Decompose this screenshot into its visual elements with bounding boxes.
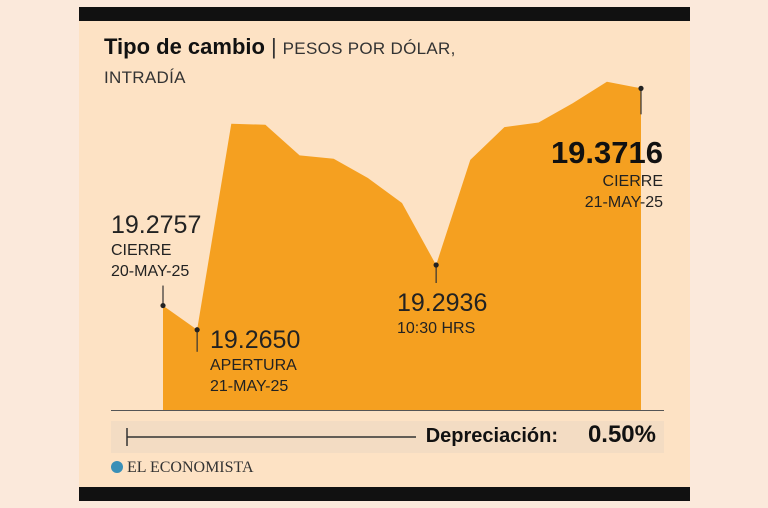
brand-logo: EL ECONOMISTA [111,459,254,477]
title-separator: | [270,34,277,59]
depreciation-value: 0.50% [587,421,656,448]
series-area [163,81,641,411]
marker-low [433,262,439,284]
annotation-prev-close-line2: 20-MAY-25 [111,263,190,280]
top-frame-bar [79,7,690,21]
chart-title-line: Tipo de cambio | PESOS POR DÓLAR, [104,34,456,60]
annotation-open-line1: APERTURA [210,357,297,374]
depreciation-label: Depreciación: [425,425,558,447]
chart-title: Tipo de cambio [104,34,265,59]
annotation-open-value: 19.2650 [210,326,301,354]
marker-close [638,85,644,115]
brand-mark-icon [111,461,123,473]
annotation-close-value: 19.3716 [550,135,663,170]
marker-open [194,327,200,352]
annotation-prev-close-value: 19.2757 [111,211,202,239]
annotation-prev-close: 19.2757 CIERRE 20-MAY-25 [111,211,201,282]
bottom-frame-bar [79,487,690,501]
annotation-close-line1: CIERRE [602,173,663,190]
chart-subtitle-part2: INTRADÍA [104,68,186,87]
annotation-low-value: 19.2936 [397,289,488,317]
annotation-open: 19.2650 APERTURA 21-MAY-25 [210,326,300,397]
annotation-prev-close-line1: CIERRE [111,242,172,259]
annotation-open-line2: 21-MAY-25 [210,378,289,395]
annotation-close: 19.3716 CIERRE 21-MAY-25 [500,135,663,213]
annotation-low: 19.2936 10:30 HRS [397,289,487,339]
brand-name: EL ECONOMISTA [127,459,254,476]
annotation-low-line1: 10:30 HRS [397,320,476,337]
annotation-close-line2: 21-MAY-25 [584,194,663,211]
marker-prev-close [160,285,166,309]
chart-subtitle-part1: PESOS POR DÓLAR, [282,39,456,58]
